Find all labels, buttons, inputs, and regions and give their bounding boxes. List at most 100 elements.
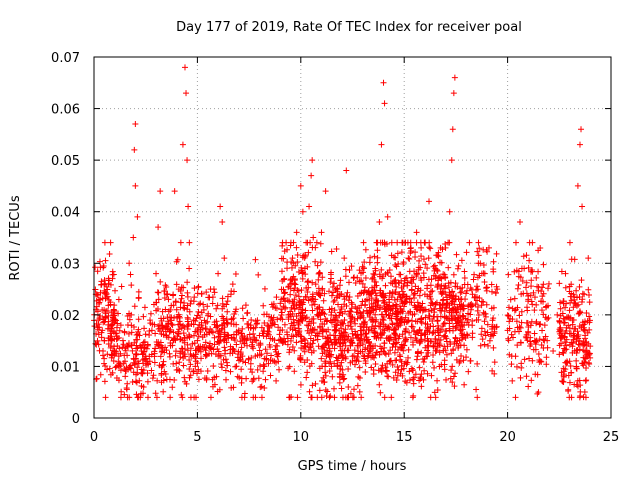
- data-point: [321, 290, 328, 297]
- data-point: [563, 342, 570, 349]
- data-point: [175, 366, 182, 373]
- data-point: [163, 376, 170, 383]
- data-point: [426, 312, 433, 319]
- data-point: [527, 322, 534, 329]
- data-point: [139, 370, 146, 377]
- data-point: [306, 203, 313, 210]
- data-point: [194, 370, 201, 377]
- data-point: [183, 90, 190, 97]
- data-point: [111, 302, 118, 309]
- data-point: [108, 337, 115, 344]
- data-point: [207, 394, 214, 401]
- data-point: [101, 277, 108, 284]
- data-point: [379, 239, 386, 246]
- data-point: [291, 305, 298, 312]
- data-point: [360, 308, 367, 315]
- data-point: [356, 342, 363, 349]
- data-point: [460, 357, 467, 364]
- data-point: [309, 382, 316, 389]
- data-point: [421, 291, 428, 298]
- data-point: [173, 306, 180, 313]
- data-point: [339, 354, 346, 361]
- data-point: [545, 285, 552, 292]
- data-point: [369, 275, 376, 282]
- data-point: [586, 326, 593, 333]
- data-point: [299, 269, 306, 276]
- data-point: [121, 328, 128, 335]
- data-point: [461, 268, 468, 275]
- data-point: [418, 315, 425, 322]
- data-point: [221, 344, 228, 351]
- data-point: [420, 274, 427, 281]
- data-point: [248, 341, 255, 348]
- data-point: [574, 377, 581, 384]
- data-point: [210, 346, 217, 353]
- data-point: [152, 345, 159, 352]
- data-point: [288, 333, 295, 340]
- data-point: [458, 352, 465, 359]
- data-point: [167, 326, 174, 333]
- data-point: [159, 308, 166, 315]
- data-point: [321, 310, 328, 317]
- data-point: [291, 319, 298, 326]
- data-point: [338, 306, 345, 313]
- data-point: [245, 356, 252, 363]
- data-point: [261, 285, 268, 292]
- data-point: [521, 265, 528, 272]
- data-point: [370, 274, 377, 281]
- data-point: [393, 357, 400, 364]
- data-point: [391, 296, 398, 303]
- data-point: [469, 330, 476, 337]
- data-point: [425, 343, 432, 350]
- data-point: [471, 271, 478, 278]
- data-point: [455, 344, 462, 351]
- data-point: [461, 274, 468, 281]
- data-point: [202, 347, 209, 354]
- data-point: [354, 305, 361, 312]
- data-point: [240, 315, 247, 322]
- data-point: [308, 172, 315, 179]
- data-point: [235, 357, 242, 364]
- data-point: [192, 363, 199, 370]
- data-point: [279, 242, 286, 249]
- data-point: [566, 341, 573, 348]
- data-point: [391, 326, 398, 333]
- data-point: [573, 302, 580, 309]
- data-point: [366, 307, 373, 314]
- data-point: [413, 271, 420, 278]
- data-point: [525, 296, 532, 303]
- data-point: [102, 310, 109, 317]
- data-point: [352, 361, 359, 368]
- data-point: [442, 285, 449, 292]
- data-point: [578, 126, 585, 133]
- data-point: [533, 274, 540, 281]
- data-point: [398, 341, 405, 348]
- data-point: [191, 285, 198, 292]
- data-point: [367, 343, 374, 350]
- x-tick-label: 20: [499, 430, 516, 445]
- data-point: [408, 287, 415, 294]
- data-point: [384, 360, 391, 367]
- data-point: [195, 325, 202, 332]
- data-point: [335, 301, 342, 308]
- data-point: [398, 308, 405, 315]
- data-point: [408, 280, 415, 287]
- data-point: [385, 373, 392, 380]
- data-point: [242, 302, 249, 309]
- data-point: [571, 256, 578, 263]
- data-point: [218, 326, 225, 333]
- data-point: [457, 358, 464, 365]
- data-point: [474, 360, 481, 367]
- data-point: [163, 291, 170, 298]
- data-point: [574, 383, 581, 390]
- data-point: [167, 317, 174, 324]
- data-point: [118, 283, 125, 290]
- data-point: [213, 324, 220, 331]
- data-point: [281, 321, 288, 328]
- data-point: [417, 287, 424, 294]
- data-point: [392, 254, 399, 261]
- data-point: [245, 320, 252, 327]
- plot-frame: [93, 56, 612, 419]
- data-point: [399, 288, 406, 295]
- data-point: [359, 341, 366, 348]
